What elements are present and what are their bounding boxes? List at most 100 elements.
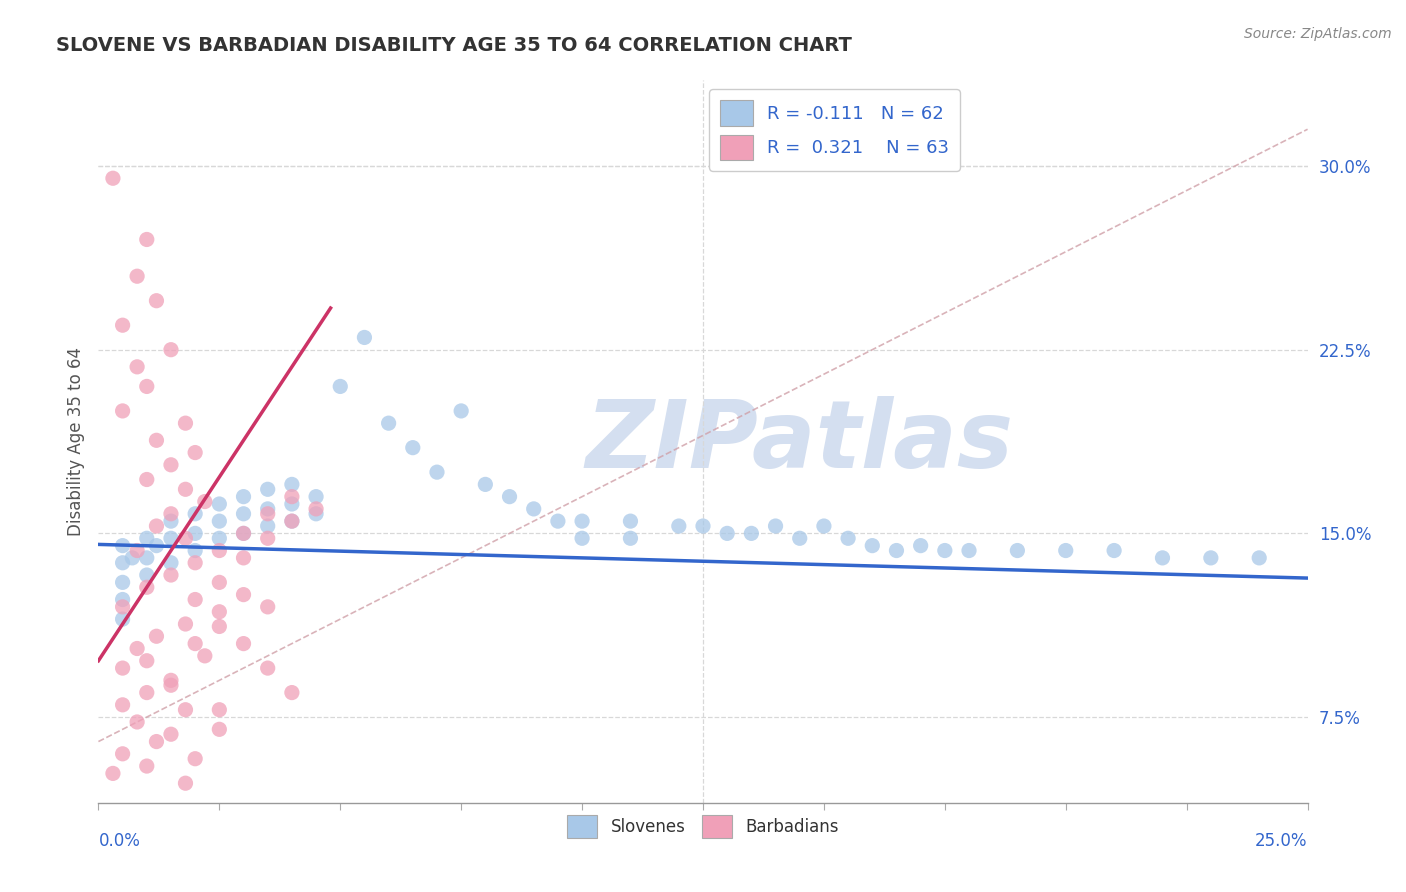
Point [184, 507, 207, 521]
Point [111, 404, 134, 418]
Point [135, 759, 157, 773]
Point [127, 641, 149, 656]
Point [837, 531, 859, 545]
Point [426, 465, 449, 479]
Point [111, 698, 134, 712]
Point [145, 734, 167, 748]
Point [1007, 543, 1029, 558]
Point [498, 490, 520, 504]
Point [174, 483, 197, 497]
Point [135, 232, 157, 246]
Point [208, 619, 231, 633]
Point [232, 507, 254, 521]
Point [184, 445, 207, 459]
Point [145, 293, 167, 308]
Point [111, 661, 134, 675]
Point [256, 599, 278, 614]
Point [160, 673, 183, 688]
Point [571, 531, 593, 545]
Point [160, 343, 183, 357]
Point [547, 514, 569, 528]
Point [450, 404, 472, 418]
Point [174, 416, 197, 430]
Point [208, 575, 231, 590]
Point [305, 502, 328, 516]
Point [619, 531, 641, 545]
Point [232, 550, 254, 565]
Point [305, 490, 328, 504]
Point [256, 483, 278, 497]
Point [281, 477, 304, 491]
Point [160, 727, 183, 741]
Point [208, 703, 231, 717]
Point [232, 526, 254, 541]
Point [111, 592, 134, 607]
Point [127, 359, 149, 374]
Point [353, 330, 375, 344]
Text: 0.0%: 0.0% [98, 832, 141, 850]
Point [135, 550, 157, 565]
Point [813, 519, 835, 533]
Point [101, 171, 124, 186]
Point [145, 629, 167, 643]
Point [305, 507, 328, 521]
Point [619, 514, 641, 528]
Point [957, 543, 980, 558]
Point [232, 526, 254, 541]
Point [765, 519, 787, 533]
Point [135, 531, 157, 545]
Point [101, 766, 124, 780]
Point [1199, 550, 1222, 565]
Point [256, 507, 278, 521]
Point [208, 723, 231, 737]
Point [184, 556, 207, 570]
Point [184, 543, 207, 558]
Point [934, 543, 956, 558]
Point [194, 648, 217, 663]
Point [232, 588, 254, 602]
Point [281, 497, 304, 511]
Point [208, 605, 231, 619]
Point [194, 494, 217, 508]
Text: SLOVENE VS BARBADIAN DISABILITY AGE 35 TO 64 CORRELATION CHART: SLOVENE VS BARBADIAN DISABILITY AGE 35 T… [56, 36, 852, 54]
Point [111, 539, 134, 553]
Point [145, 519, 167, 533]
Point [174, 776, 197, 790]
Text: ZIPatlas: ZIPatlas [586, 395, 1014, 488]
Point [160, 556, 183, 570]
Point [127, 714, 149, 729]
Point [474, 477, 496, 491]
Point [402, 441, 425, 455]
Point [127, 269, 149, 284]
Point [789, 531, 811, 545]
Point [160, 678, 183, 692]
Point [111, 575, 134, 590]
Point [135, 568, 157, 582]
Point [135, 685, 157, 699]
Point [281, 514, 304, 528]
Legend: Slovenes, Barbadians: Slovenes, Barbadians [561, 808, 845, 845]
Y-axis label: Disability Age 35 to 64: Disability Age 35 to 64 [66, 347, 84, 536]
Text: 25.0%: 25.0% [1256, 832, 1308, 850]
Point [145, 539, 167, 553]
Point [692, 519, 714, 533]
Point [668, 519, 690, 533]
Point [111, 599, 134, 614]
Point [160, 514, 183, 528]
Point [281, 685, 304, 699]
Point [377, 416, 399, 430]
Point [281, 490, 304, 504]
Point [910, 539, 932, 553]
Point [111, 747, 134, 761]
Point [135, 379, 157, 393]
Point [256, 519, 278, 533]
Point [740, 526, 762, 541]
Point [571, 514, 593, 528]
Point [127, 543, 149, 558]
Point [886, 543, 908, 558]
Point [208, 531, 231, 545]
Point [256, 531, 278, 545]
Point [135, 580, 157, 594]
Point [135, 473, 157, 487]
Point [160, 458, 183, 472]
